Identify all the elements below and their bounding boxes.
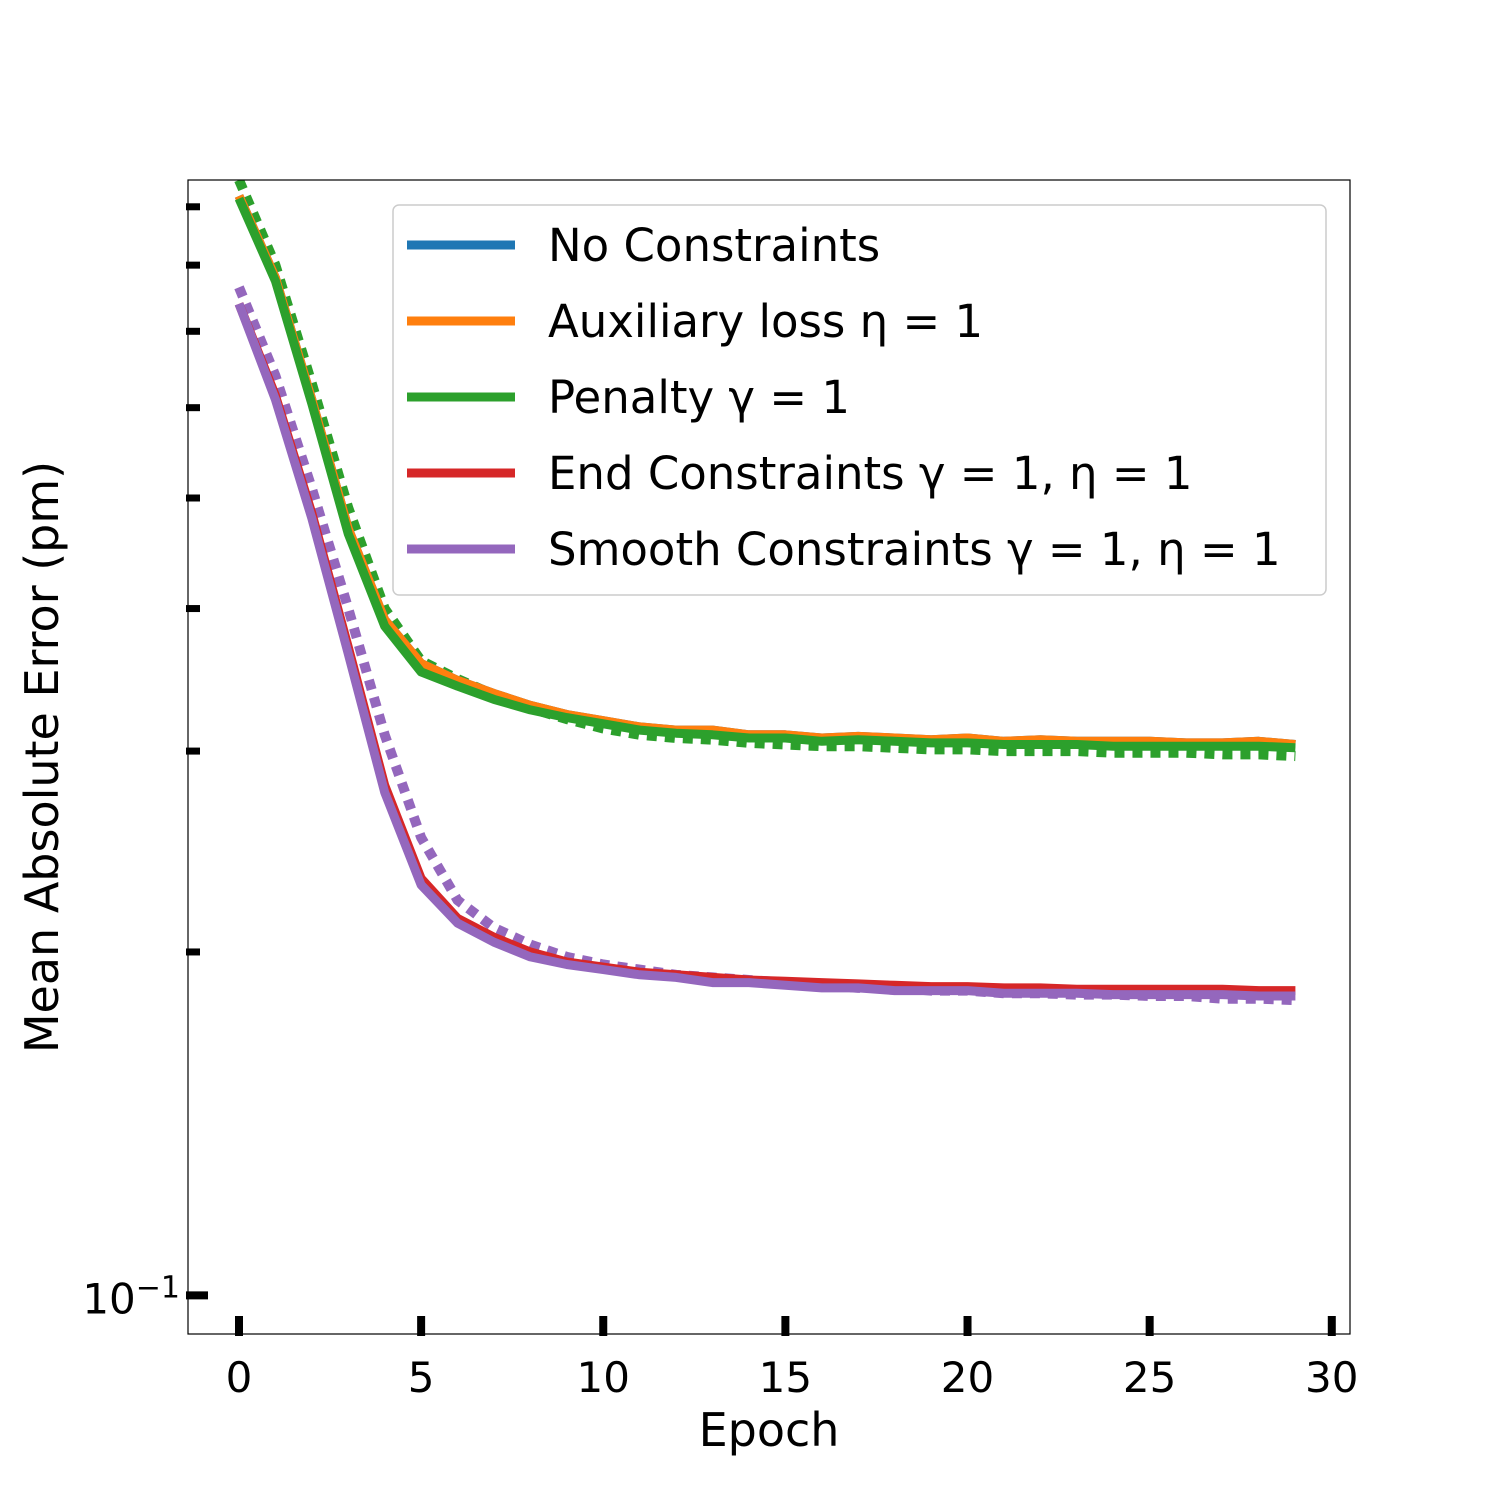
ticks-layer: 0 5 10 15 20 25 30 10−1: [82, 203, 1359, 1402]
x-tick-label-25: 25: [1123, 1353, 1176, 1402]
series-line-4: [234, 302, 1296, 1001]
x-axis-label: Epoch: [699, 1403, 840, 1457]
x-tick-label-5: 5: [408, 1353, 435, 1402]
plot-frame: [187, 179, 1351, 1335]
x-tick-label-20: 20: [941, 1353, 994, 1402]
y-tick-label: 10−1: [82, 1270, 180, 1323]
x-tick-label-15: 15: [759, 1353, 812, 1402]
series-line-2: [234, 196, 1296, 753]
legend-label-3: End Constraints γ = 1, η = 1: [548, 447, 1193, 500]
legend-label-2: Penalty γ = 1: [548, 371, 850, 424]
x-tick-label-10: 10: [577, 1353, 630, 1402]
series-layer: [234, 180, 1296, 1006]
x-tick-label-30: 30: [1305, 1353, 1358, 1402]
legend-label-0: No Constraints: [548, 219, 880, 272]
y-axis-label: Mean Absolute Error (pm): [15, 461, 69, 1053]
legend-label-1: Auxiliary loss η = 1: [548, 295, 983, 348]
legend-label-4: Smooth Constraints γ = 1, η = 1: [548, 523, 1281, 576]
legend: No Constraints Auxiliary loss η = 1 Penalt…: [392, 204, 1327, 596]
x-tick-label-0: 0: [226, 1353, 253, 1402]
legend-box: [392, 204, 1327, 596]
